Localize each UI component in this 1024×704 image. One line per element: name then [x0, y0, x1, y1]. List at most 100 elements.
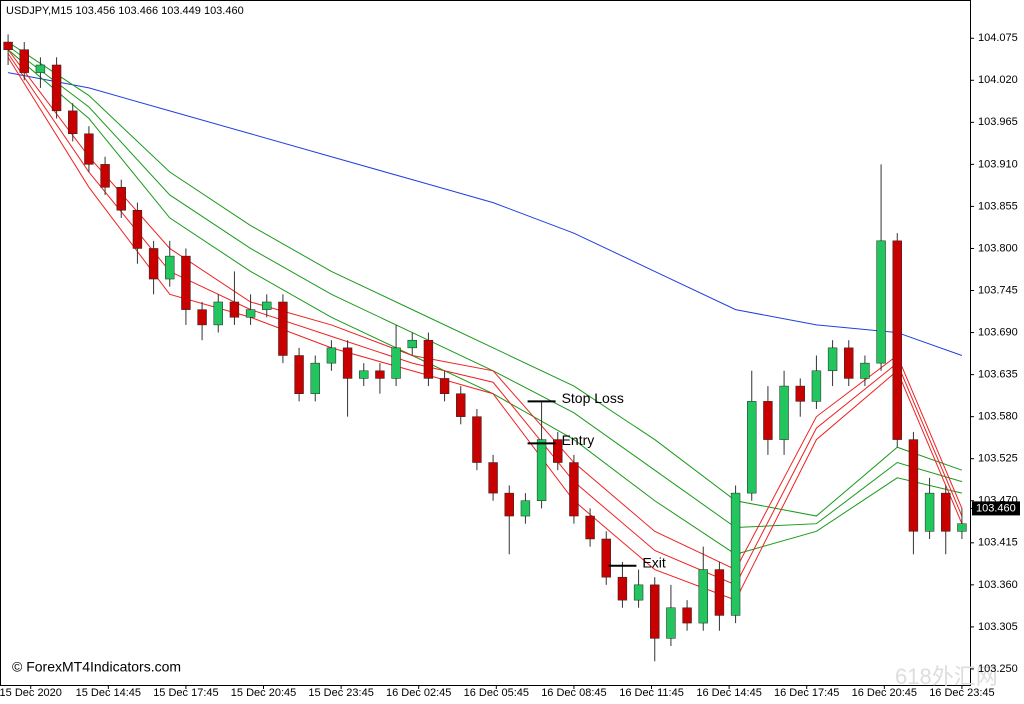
candle-body [536, 439, 547, 502]
watermark-2: 618外汇网 [895, 664, 998, 689]
candle-body [844, 347, 854, 379]
y-tick-label: 103.855 [978, 200, 1018, 212]
candle-body [957, 523, 967, 532]
candle-body [197, 309, 207, 326]
annotation: Exit [642, 554, 665, 570]
moving-average [7, 57, 963, 601]
candle-body [908, 439, 919, 532]
y-tick-label: 103.965 [978, 116, 1018, 128]
candle-body [439, 378, 450, 394]
candle-body [132, 209, 143, 249]
y-tick-label: 103.690 [978, 326, 1018, 338]
last-price-box [972, 501, 1020, 516]
candle-body [553, 439, 563, 463]
moving-average [7, 41, 963, 517]
candle-body [827, 347, 838, 372]
candle-body [860, 362, 870, 379]
candle-body [747, 401, 757, 494]
candle-body [941, 492, 951, 532]
candle-body [342, 347, 353, 379]
x-tick-label: 15 Dec 23:45 [308, 687, 373, 699]
candle-body [892, 240, 902, 440]
candle-body [51, 64, 62, 112]
candle-body [181, 255, 191, 310]
annotation: Stop Loss [562, 390, 624, 406]
candle-body [116, 187, 126, 211]
y-tick-label: 103.745 [978, 284, 1018, 296]
candle-body [326, 347, 337, 364]
candle-body [391, 347, 401, 379]
candle-body [3, 41, 13, 50]
candle-body [213, 301, 223, 326]
candle-body [666, 607, 676, 639]
candle-body [633, 584, 644, 601]
x-tick-label: 16 Dec 23:45 [929, 687, 994, 699]
y-tick-label: 103.250 [978, 663, 1018, 675]
moving-average [7, 72, 963, 356]
candle-body [472, 416, 482, 463]
candle-body [569, 462, 579, 517]
candle-body [423, 339, 434, 379]
x-tick-label: 16 Dec 11:45 [619, 687, 684, 699]
x-tick-label: 16 Dec 02:45 [386, 687, 451, 699]
candle-body [714, 569, 725, 616]
candle-body [682, 607, 692, 624]
watermark: © ForexMT4Indicators.com [12, 659, 181, 675]
candle-body [601, 538, 611, 578]
candle-body [359, 370, 369, 379]
y-tick-label: 103.580 [978, 411, 1018, 423]
candle-body [375, 370, 385, 379]
candle-body [84, 133, 94, 165]
y-tick-label: 103.800 [978, 242, 1018, 254]
candle-body [763, 401, 773, 440]
candle-body [585, 515, 595, 540]
candle-body [779, 385, 789, 440]
candle-body [456, 393, 466, 417]
last-price-label: 103.460 [976, 502, 1016, 514]
candle-body [520, 500, 531, 517]
candle-body [730, 492, 741, 616]
candle-body [278, 301, 288, 356]
x-tick-label: 15 Dec 20:45 [231, 687, 296, 699]
candle-body [262, 301, 272, 310]
y-tick-label: 103.910 [978, 158, 1018, 170]
x-tick-label: 16 Dec 08:45 [541, 687, 606, 699]
chart-title: USDJPY,M15 103.456 103.466 103.449 103.4… [6, 5, 244, 17]
candle-body [488, 462, 498, 494]
candle-body [617, 576, 628, 601]
y-tick-label: 103.360 [978, 579, 1018, 591]
candle-body [650, 584, 660, 639]
x-tick-label: 15 Dec 2020 [0, 687, 62, 699]
y-tick-label: 104.020 [978, 74, 1018, 86]
candle-body [504, 492, 514, 517]
x-tick-label: 15 Dec 17:45 [153, 687, 218, 699]
x-tick-label: 16 Dec 14:45 [696, 687, 761, 699]
y-tick-label: 103.305 [978, 621, 1018, 633]
x-tick-label: 15 Dec 14:45 [76, 687, 141, 699]
candle-body [19, 49, 29, 73]
candle-body [407, 339, 417, 349]
x-tick-label: 16 Dec 05:45 [464, 687, 529, 699]
candle-body [245, 309, 256, 318]
candle-body [924, 492, 935, 532]
candle-body [148, 248, 159, 280]
y-tick-label: 103.415 [978, 537, 1018, 549]
y-tick-label: 104.075 [978, 32, 1018, 44]
candle-body [68, 110, 78, 135]
candle-body [698, 569, 708, 624]
x-tick-label: 16 Dec 17:45 [774, 687, 839, 699]
candle-body [35, 64, 46, 73]
x-tick-label: 16 Dec 20:45 [852, 687, 917, 699]
candle-body [165, 255, 175, 280]
candle-body [100, 164, 110, 188]
annotation: Entry [562, 432, 595, 448]
candle-body [811, 370, 822, 402]
candle-body [310, 362, 320, 394]
y-tick-label: 103.635 [978, 369, 1018, 381]
candle-body [294, 355, 304, 394]
candle-body [876, 240, 886, 364]
candle-body [229, 301, 240, 318]
plot-frame [0, 0, 971, 686]
candle-body [795, 385, 805, 402]
